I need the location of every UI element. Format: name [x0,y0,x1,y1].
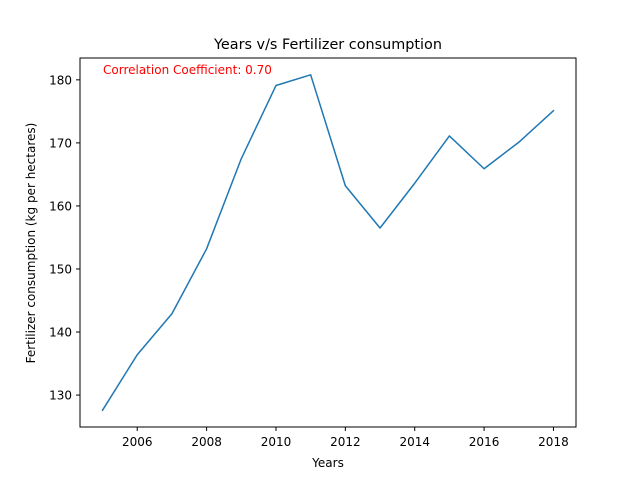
x-tick-label: 2008 [191,435,222,449]
y-tick-label: 180 [49,73,72,87]
y-axis-label: Fertilizer consumption (kg per hectares) [24,123,38,364]
y-tick-label: 170 [49,136,72,150]
x-tick-label: 2010 [261,435,292,449]
series-line [101,74,555,412]
x-tick-label: 2006 [122,435,153,449]
x-tick-label: 2018 [538,435,569,449]
plot-area [101,74,555,412]
axis-ticks: 2006 2008 2010 2012 2014 2016 2018 130 140 150 160… [49,73,569,449]
x-tick-label: 2012 [330,435,361,449]
correlation-annotation: Correlation Coefficient: 0.70 [103,63,272,77]
axes-frame [79,57,577,428]
x-tick-label: 2016 [469,435,500,449]
x-tick-label: 2014 [399,435,430,449]
y-tick-label: 130 [49,389,72,403]
y-tick-label: 140 [49,326,72,340]
y-tick-label: 150 [49,262,72,276]
x-axis-label: Years [311,456,344,470]
y-tick-label: 160 [49,199,72,213]
chart-title: Years v/s Fertilizer consumption [213,37,442,53]
